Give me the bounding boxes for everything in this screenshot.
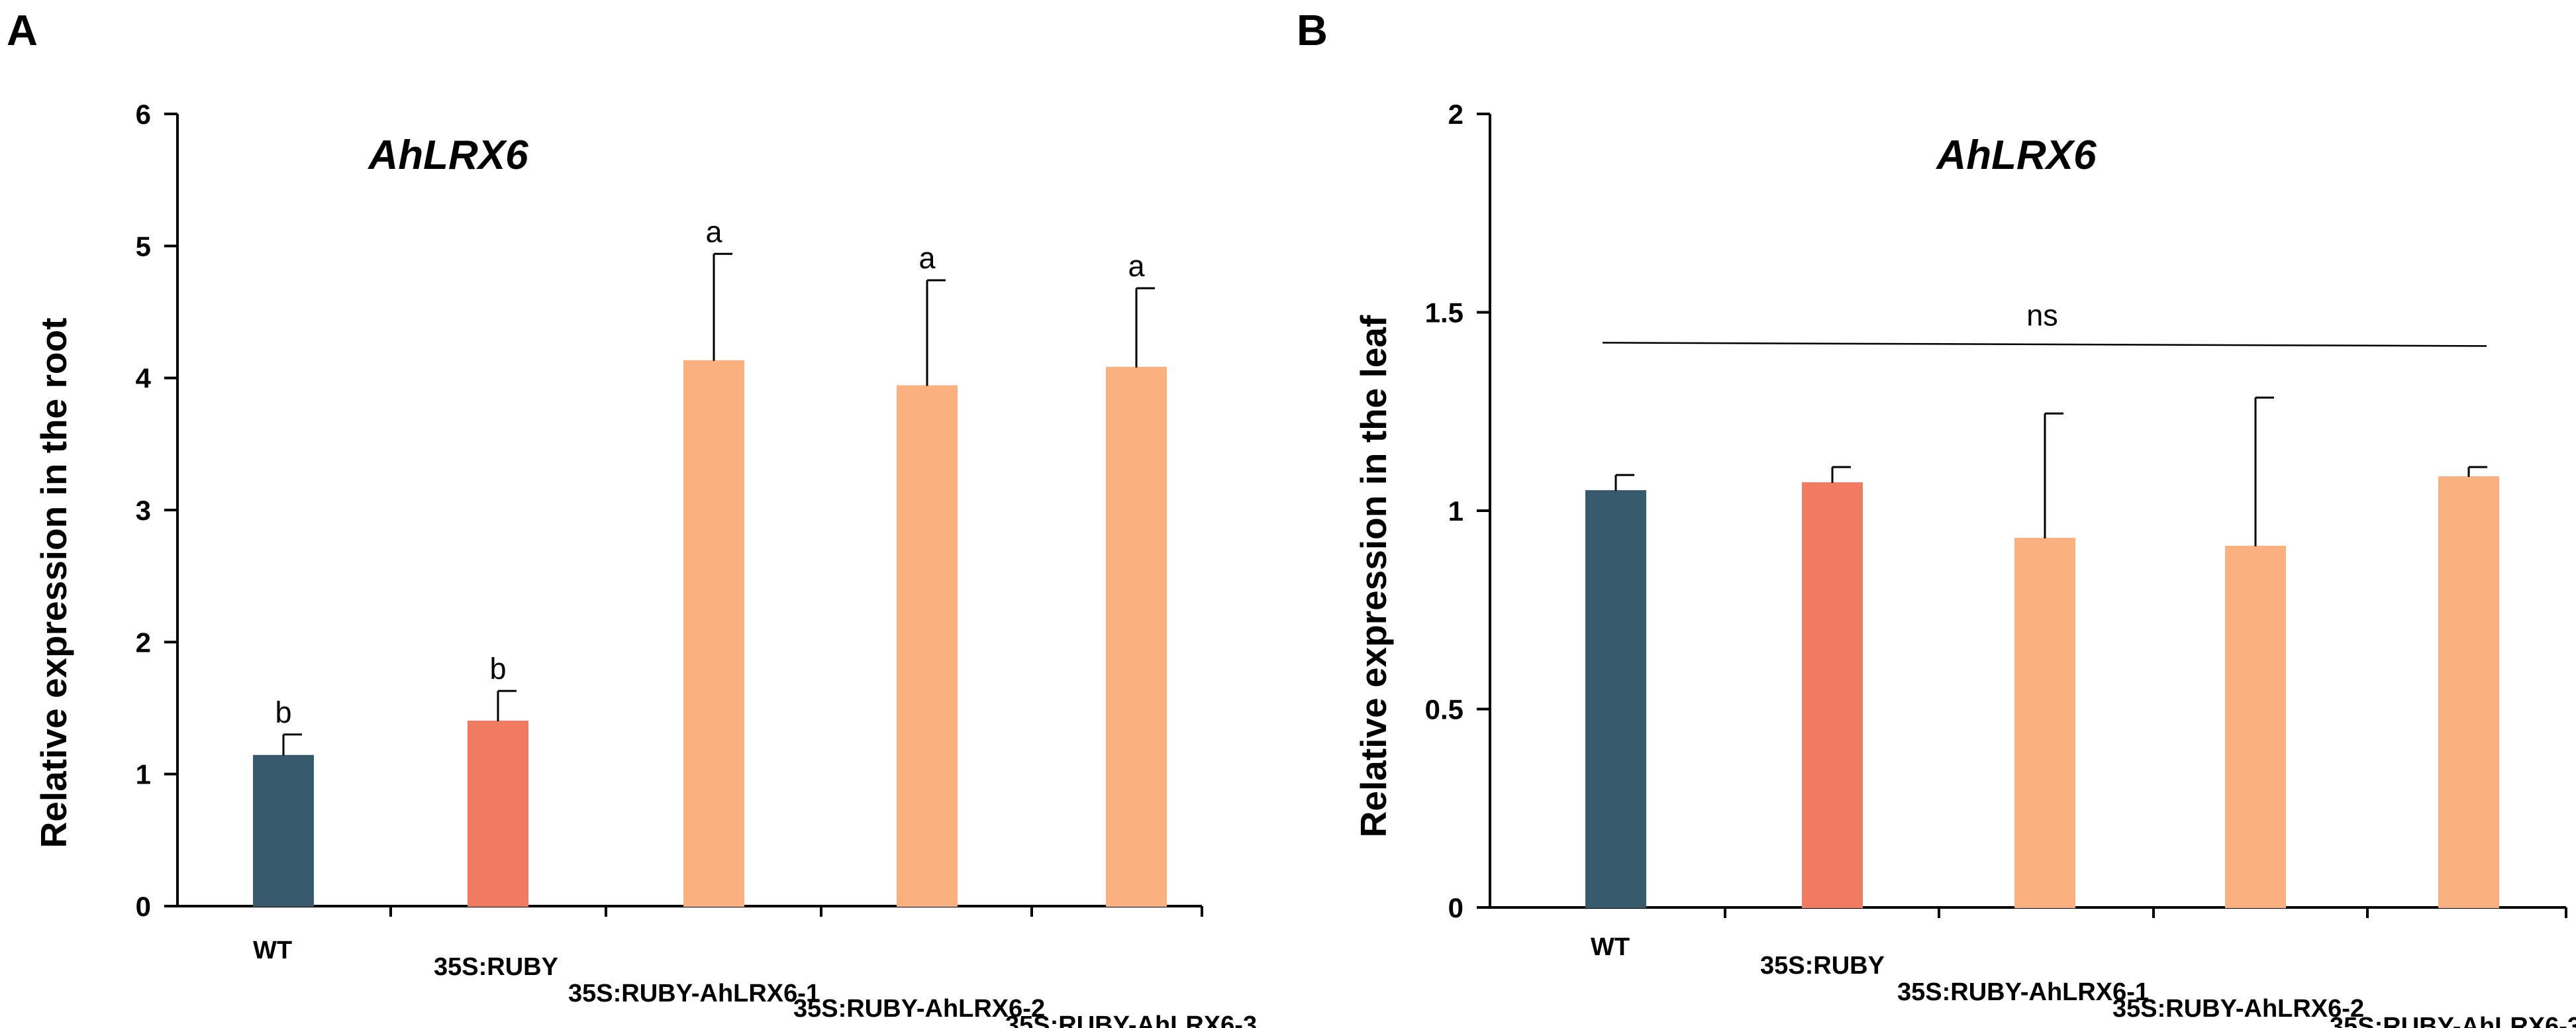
panel-a-significance-letter: a: [1128, 249, 1145, 283]
panel-b-bar: [1802, 482, 1863, 908]
panel-b-significance-label: ns: [2026, 298, 2058, 332]
panel-a-label: A: [7, 6, 38, 54]
panel-b-category-label: WT: [1591, 933, 1630, 961]
panel-b-ytick-label: 0.5: [1425, 694, 1463, 725]
panel-a-bar: [683, 360, 744, 907]
panel-a-significance-letter: a: [705, 215, 722, 248]
panel-b-bar: [1585, 490, 1646, 908]
panel-b-title: AhLRX6: [1935, 132, 2097, 178]
panel-a-category-label: WT: [253, 937, 292, 964]
panel-a-significance-letter: b: [489, 652, 506, 686]
panel-a-ytick-label: 2: [136, 627, 151, 658]
panel-a-category-label: 35S:RUBY-AhLRX6-3: [1005, 1011, 1257, 1028]
panel-b-bar: [2438, 476, 2499, 908]
panel-a-ytick-label: 1: [136, 759, 151, 790]
panel-b-category-label: 35S:RUBY: [1760, 952, 1885, 980]
panel-a-ytick-label: 6: [136, 99, 151, 130]
panel-b-significance-line: [1602, 342, 2487, 347]
panel-a-chart: A AhLRX6 Relative expression in the root…: [7, 6, 1257, 1028]
panel-b-ytick-label: 0: [1448, 892, 1463, 923]
panel-a-title: AhLRX6: [367, 132, 528, 178]
panel-b-bar: [2014, 537, 2075, 908]
panel-a-ytick-label: 3: [136, 495, 151, 526]
panel-b-category-label: 35S:RUBY-AhLRX6-1: [1897, 978, 2149, 1006]
panel-a-bar: [468, 720, 528, 907]
panel-b-category-label: 35S:RUBY-AhLRX6-2: [2112, 995, 2364, 1023]
panel-a-ytick-label: 5: [136, 231, 151, 262]
panel-a-bar: [1106, 366, 1167, 907]
panel-a-significance-letter: a: [918, 241, 936, 275]
panel-a-category-label: 35S:RUBY-AhLRX6-1: [568, 980, 820, 1007]
panel-b-marks: 00.511.52WT35S:RUBY35S:RUBY-AhLRX6-135S:…: [1425, 99, 2576, 1028]
panel-b-chart: B AhLRX6 Relative expression in the leaf…: [1297, 6, 2576, 1028]
panel-a-ylabel: Relative expression in the root: [33, 318, 74, 848]
panel-b-ytick-label: 1.5: [1425, 297, 1463, 329]
panel-b-label: B: [1297, 6, 1328, 54]
panel-a-ytick-label: 0: [136, 891, 151, 922]
panel-b-bar: [2225, 545, 2286, 908]
panel-b-category-label: 35S:RUBY-AhLRX6-3: [2330, 1013, 2576, 1028]
panel-a-marks: 0 1 2 3 4 5 6 b WT b 35S:RUBY a 35S:RUBY-AhLRX6-1 a 35…: [136, 99, 1257, 1028]
panel-b-ytick-label: 2: [1448, 99, 1463, 130]
panel-b-ylabel: Relative expression in the leaf: [1353, 315, 1394, 837]
panel-a-significance-letter: b: [275, 695, 291, 729]
panel-a-bar: [253, 754, 314, 907]
panel-a-ytick-label: 4: [136, 363, 152, 394]
panel-a-category-label: 35S:RUBY: [434, 953, 558, 981]
panel-b-ytick-label: 1: [1448, 495, 1463, 527]
panel-a-category-label: 35S:RUBY-AhLRX6-2: [793, 995, 1045, 1023]
panel-a-bar: [897, 385, 958, 907]
